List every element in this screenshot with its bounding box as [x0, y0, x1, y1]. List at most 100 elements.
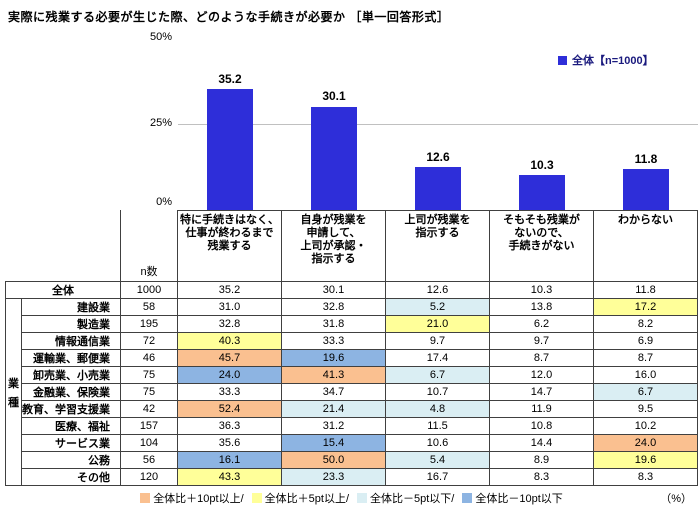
table-header-empty	[5, 210, 121, 282]
y-tick-label-0: 0%	[156, 196, 172, 208]
table-cell-value: 15.4	[282, 435, 386, 452]
plot-area: 35.2 30.1 12.6 10.3 11.8	[178, 38, 698, 210]
bar	[207, 88, 253, 210]
header-line: 特に手続きはなく、	[180, 214, 279, 226]
table-cell-n: 157	[121, 418, 178, 435]
table-cell-value: 13.8	[490, 299, 594, 316]
footer-legend-item-0: 全体比＋10pt以上/	[140, 490, 244, 506]
table-cell-n: 46	[121, 350, 178, 367]
group-char: 種	[8, 396, 19, 409]
legend-label: 全体【n=1000】	[572, 55, 654, 67]
header-line: 申請して、	[306, 227, 361, 239]
figure-title: 実際に残業する必要が生じた際、どのような手続きが必要か ［単一回答形式］	[8, 10, 450, 24]
bar-slot-0: 35.2	[178, 38, 282, 210]
gridline-25pct	[178, 124, 698, 125]
table-header-category-4: わからない	[594, 210, 698, 282]
table-cell-n: 75	[121, 367, 178, 384]
bar-slot-1: 30.1	[282, 38, 386, 210]
bar-value-label: 30.1	[322, 89, 346, 104]
table-cell-value: 17.4	[386, 350, 490, 367]
table-row-label: 運輸業、郵便業	[22, 350, 121, 367]
table-cell-value: 4.8	[386, 401, 490, 418]
bar-value-label: 12.6	[426, 149, 450, 164]
table-header-category-2: 上司が残業を 指示する	[386, 210, 490, 282]
table-cell-value: 8.2	[594, 316, 698, 333]
table-cell-value: 24.0	[178, 367, 282, 384]
header-line: 指示する	[311, 253, 356, 265]
table-cell-value: 12.0	[490, 367, 594, 384]
table-row-label: 建設業	[22, 299, 121, 316]
plus10-swatch-icon	[140, 493, 151, 503]
table-group-label: 業種	[5, 299, 22, 486]
bar-value-label: 11.8	[634, 152, 658, 167]
table-row-label: 教育、学習支援業	[22, 401, 121, 418]
table-cell-value: 35.2	[178, 282, 282, 299]
table-header-category-0: 特に手続きはなく、 仕事が終わるまで 残業する	[178, 210, 282, 282]
y-tick-label-25: 25%	[149, 117, 172, 129]
table-cell-value: 17.2	[594, 299, 698, 316]
table-cell-value: 9.5	[594, 401, 698, 418]
table-row-label: サービス業	[22, 435, 121, 452]
table-cell-n: 56	[121, 452, 178, 469]
table-cell-value: 14.7	[490, 384, 594, 401]
bar	[623, 169, 669, 210]
table-cell-n: 42	[121, 401, 178, 418]
table-cell-value: 6.7	[386, 367, 490, 384]
table-cell-value: 9.7	[490, 333, 594, 350]
table-cell-n: 58	[121, 299, 178, 316]
table-cell-n: 104	[121, 435, 178, 452]
table-cell-value: 23.3	[282, 469, 386, 486]
table-cell-value: 21.4	[282, 401, 386, 418]
footer-legend: 全体比＋10pt以上/全体比＋5pt以上/全体比－5pt以下/全体比－10pt以…	[5, 490, 698, 506]
data-table: n数 特に手続きはなく、 仕事が終わるまで 残業する 自身が残業を 申請して、 上司が承認・…	[5, 210, 698, 486]
table-row-label: 情報通信業	[22, 333, 121, 350]
table-cell-value: 19.6	[282, 350, 386, 367]
table-cell-value: 10.3	[490, 282, 594, 299]
unit-label: （%）	[660, 493, 692, 505]
table-cell-value: 10.2	[594, 418, 698, 435]
header-line: 指示する	[415, 227, 460, 239]
table-cell-value: 8.7	[490, 350, 594, 367]
footer-legend-label: 全体比－10pt以下	[475, 493, 563, 505]
y-tick-label-50: 50%	[149, 31, 172, 43]
table-row-label: 公務	[22, 452, 121, 469]
table-cell-value: 16.1	[178, 452, 282, 469]
bar-slot-2: 12.6	[386, 38, 490, 210]
plus5-swatch-icon	[251, 493, 262, 503]
header-line: 残業する	[207, 240, 252, 252]
table-cell-value: 35.6	[178, 435, 282, 452]
table-cell-value: 21.0	[386, 316, 490, 333]
header-line: 手続きがない	[508, 240, 575, 252]
table-cell-value: 8.3	[490, 469, 594, 486]
table-cell-value: 24.0	[594, 435, 698, 452]
table-cell-value: 6.9	[594, 333, 698, 350]
table-cell-value: 40.3	[178, 333, 282, 350]
bar-slot-3: 10.3	[490, 38, 594, 210]
table-cell-value: 6.7	[594, 384, 698, 401]
header-line: 自身が残業を	[300, 214, 367, 226]
table-cell-value: 8.3	[594, 469, 698, 486]
header-line: 仕事が終わるまで	[185, 227, 274, 239]
table-header-category-1: 自身が残業を 申請して、 上司が承認・ 指示する	[282, 210, 386, 282]
table-cell-value: 10.8	[490, 418, 594, 435]
table-cell-value: 33.3	[178, 384, 282, 401]
header-line: そもそも残業が	[503, 214, 580, 226]
legend-swatch-icon	[558, 55, 567, 65]
bar	[311, 106, 357, 210]
table-cell-value: 32.8	[178, 316, 282, 333]
table-cell-value: 43.3	[178, 469, 282, 486]
bar	[519, 174, 565, 210]
table-cell-value: 11.8	[594, 282, 698, 299]
table-cell-value: 31.8	[282, 316, 386, 333]
footer-legend-item-1: 全体比＋5pt以上/	[251, 490, 349, 506]
bar-slot-4: 11.8	[594, 38, 698, 210]
table-cell-value: 36.3	[178, 418, 282, 435]
table-cell-n: 195	[121, 316, 178, 333]
minus10-swatch-icon	[462, 493, 473, 503]
table-row-label: その他	[22, 469, 121, 486]
bar-chart-area: 50% 25% 0% 35.2 30.1 12.6 10.3 11.8 全体【n=100…	[0, 30, 700, 212]
bar	[415, 166, 461, 210]
table-cell-n: 1000	[121, 282, 178, 299]
table-cell-value: 16.7	[386, 469, 490, 486]
table-cell-value: 5.4	[386, 452, 490, 469]
